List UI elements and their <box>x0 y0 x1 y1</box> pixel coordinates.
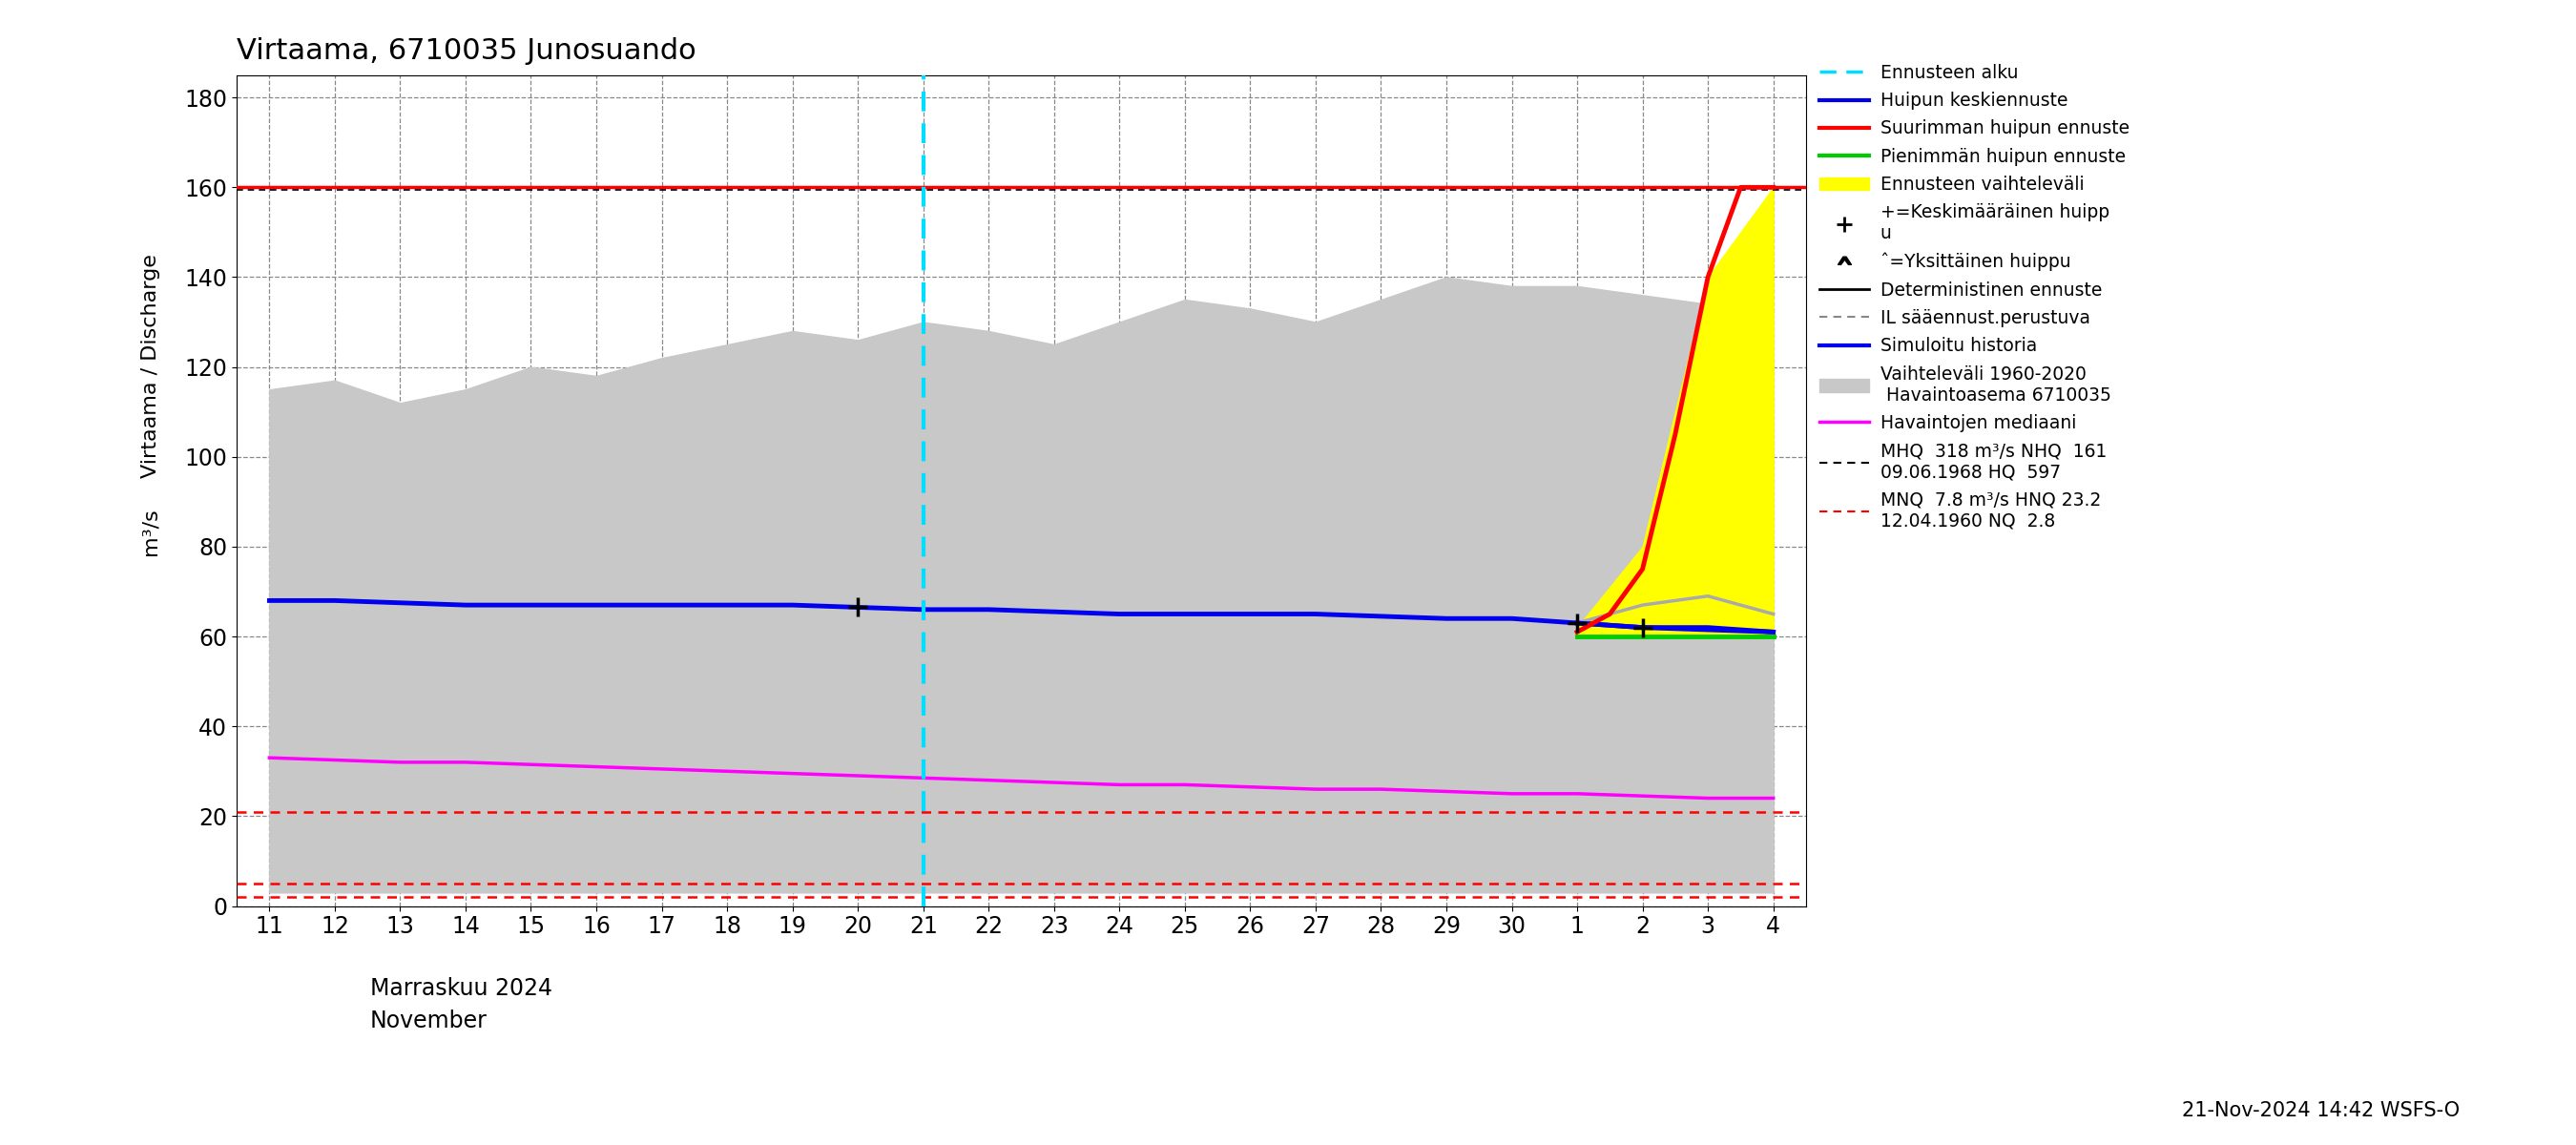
Legend: Ennusteen alku, Huipun keskiennuste, Suurimman huipun ennuste, Pienimmän huipun : Ennusteen alku, Huipun keskiennuste, Suu… <box>1814 58 2136 536</box>
Text: Virtaama, 6710035 Junosuando: Virtaama, 6710035 Junosuando <box>237 37 696 65</box>
Text: November: November <box>371 1010 487 1033</box>
Text: 21-Nov-2024 14:42 WSFS-O: 21-Nov-2024 14:42 WSFS-O <box>2182 1101 2460 1120</box>
Text: Marraskuu 2024: Marraskuu 2024 <box>371 977 551 1000</box>
Text: Virtaama / Discharge: Virtaama / Discharge <box>142 254 160 477</box>
Text: m³/s: m³/s <box>142 508 160 555</box>
